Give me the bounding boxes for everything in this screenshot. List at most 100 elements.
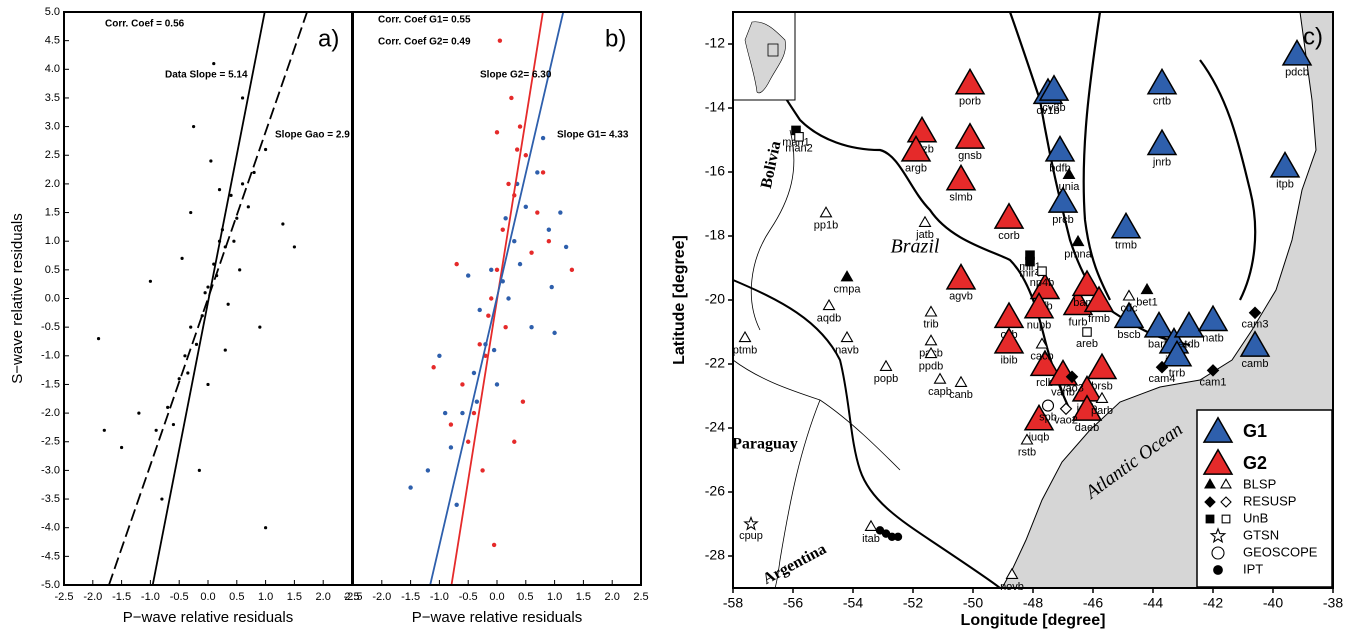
point — [460, 382, 465, 387]
place-name: Bolivia — [758, 140, 785, 191]
station-marker — [1037, 266, 1047, 276]
station-marker — [1062, 288, 1094, 316]
point — [549, 284, 554, 290]
station-marker — [1023, 291, 1055, 319]
station-label: cacb — [1030, 351, 1053, 363]
station-label: trmb — [1115, 240, 1137, 252]
point — [520, 399, 526, 404]
station-marker — [893, 532, 903, 542]
point — [512, 439, 517, 444]
legend-swatch — [1213, 565, 1223, 575]
station-label: cpup — [739, 530, 763, 542]
y-tick-label: -16 — [705, 163, 725, 179]
station-marker — [933, 372, 947, 384]
station-marker — [1248, 306, 1262, 320]
point — [226, 302, 230, 306]
station-label: spb — [1039, 412, 1057, 424]
inset-continent — [744, 21, 786, 94]
station-label: juqb — [1028, 432, 1050, 444]
station-marker — [794, 132, 804, 142]
point — [448, 445, 454, 450]
station-marker — [1239, 330, 1271, 357]
point — [491, 542, 497, 548]
x-tick-label: -52 — [903, 595, 923, 611]
point — [148, 279, 152, 283]
point — [523, 153, 528, 158]
y-tick-label: 4.0 — [45, 63, 60, 75]
station-marker — [906, 115, 938, 143]
station-label: nupb — [1027, 320, 1051, 332]
annotation: Corr. Coef G2= 0.49 — [378, 37, 471, 48]
point — [223, 348, 227, 352]
point — [102, 428, 106, 432]
station-label: porb — [959, 96, 981, 108]
station-label: rclb — [1036, 377, 1054, 389]
station-marker — [738, 330, 752, 343]
legend-label: RESUSP — [1243, 493, 1296, 508]
station-label: ibib — [1000, 355, 1017, 367]
station-marker — [1071, 394, 1103, 421]
x-tick-label: -38 — [1323, 595, 1343, 611]
point — [466, 273, 471, 278]
station-marker — [1035, 337, 1049, 349]
legend-label: GEOSCOPE — [1243, 544, 1318, 559]
station-marker — [1044, 135, 1076, 162]
station-label: jnrb — [1152, 156, 1171, 168]
station-label: vanb — [1051, 387, 1075, 399]
station-label: cam1 — [1200, 376, 1227, 388]
point — [194, 342, 199, 346]
point — [489, 267, 494, 273]
x-tick-label: 2.0 — [605, 591, 620, 603]
point — [206, 285, 210, 289]
point — [171, 422, 176, 427]
y-tick-label: -0.5 — [41, 321, 60, 333]
fit-line — [429, 12, 565, 585]
station-marker — [819, 206, 833, 218]
point — [558, 210, 563, 215]
station-label: brsb — [1091, 380, 1112, 392]
point — [474, 399, 480, 404]
point — [563, 244, 569, 250]
station-label: mir4 — [1019, 268, 1040, 280]
x-tick-label: -2.0 — [83, 591, 102, 603]
point — [166, 405, 170, 409]
station-marker — [1041, 399, 1055, 412]
x-tick-label: 1.0 — [258, 591, 273, 603]
station-marker — [1206, 364, 1220, 377]
x-tick-label: -1.0 — [141, 591, 160, 603]
panel-label: b) — [605, 25, 626, 52]
point — [425, 468, 431, 473]
y-tick-label: -18 — [705, 227, 725, 243]
station-marker — [1029, 349, 1061, 377]
y-tick-label: 5.0 — [45, 6, 60, 18]
point — [494, 382, 500, 387]
point — [240, 182, 245, 186]
station-marker — [879, 359, 893, 371]
y-tick-label: 1.5 — [45, 206, 60, 218]
station-marker — [924, 305, 938, 317]
station-label: unia — [1059, 181, 1081, 193]
legend-swatch — [1202, 448, 1234, 475]
station-label: capb — [928, 386, 952, 398]
x-tick-label: -50 — [963, 595, 983, 611]
y-tick-label: -3.5 — [41, 493, 60, 505]
station-label: pp1b — [814, 220, 838, 232]
y-tick-label: 2.5 — [45, 149, 60, 161]
annotation: Data Slope = 5.14 — [165, 70, 248, 81]
point — [503, 324, 508, 330]
point — [258, 325, 262, 329]
legend-swatch — [1204, 478, 1216, 489]
station-label: canb — [949, 389, 973, 401]
y-tick-label: -28 — [705, 547, 725, 563]
y-tick-label: -14 — [705, 99, 725, 115]
x-tick-label: -58 — [723, 595, 743, 611]
station-label: vao3 — [1060, 383, 1084, 395]
station-label: ppdb — [919, 360, 943, 372]
legend-swatch — [1211, 546, 1225, 560]
station-label: cam3 — [1242, 319, 1269, 331]
station-marker — [954, 122, 986, 149]
x-tick-label: 2.5 — [344, 591, 359, 603]
border — [750, 129, 795, 331]
point — [514, 147, 520, 152]
station-label: jatb — [915, 229, 934, 241]
